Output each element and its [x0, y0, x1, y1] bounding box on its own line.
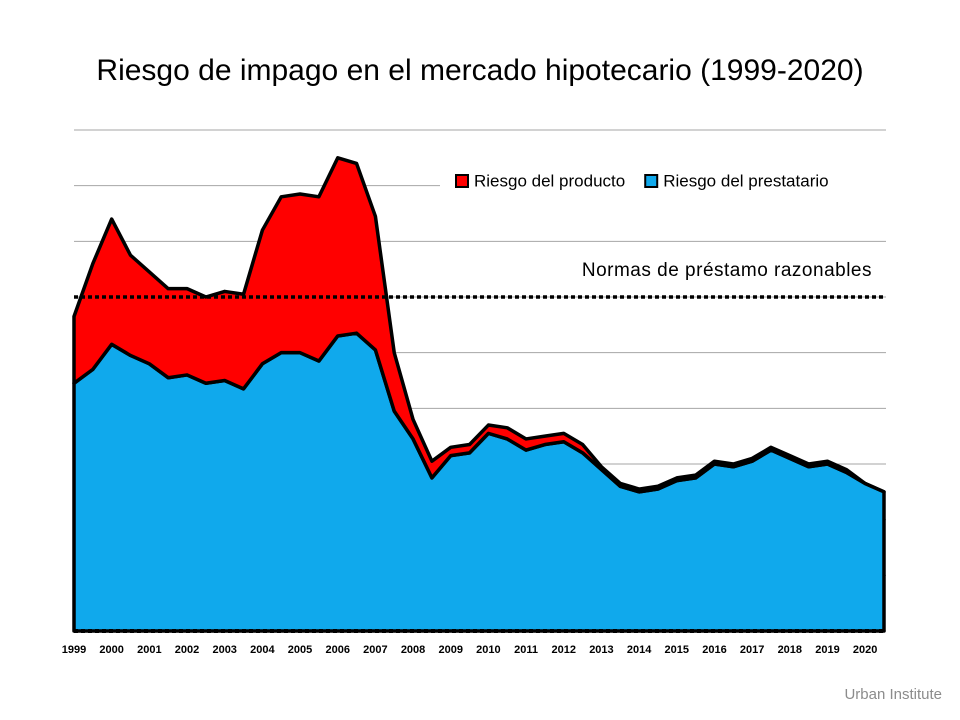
x-tick-label: 2013 — [589, 644, 613, 656]
x-tick-label: 2016 — [702, 644, 726, 656]
x-tick-label: 2015 — [665, 644, 689, 656]
x-tick-label: 2005 — [288, 644, 312, 656]
legend-swatch — [644, 174, 659, 188]
source: Urban Institute — [844, 686, 942, 703]
legend-label: Riesgo del prestatario — [663, 171, 828, 190]
x-tick-label: 2006 — [325, 644, 349, 656]
x-tick-label: 2001 — [137, 644, 161, 656]
reference-label: Normas de préstamo razonables — [582, 260, 872, 281]
legend-swatch — [455, 174, 469, 188]
x-tick-label: 2003 — [212, 644, 236, 656]
legend-label: Riesgo del producto — [474, 171, 625, 190]
x-tick-label: 2007 — [363, 644, 387, 656]
area — [72, 156, 886, 494]
x-tick-label: 2017 — [740, 644, 764, 656]
x-tick-label: 2011 — [514, 644, 538, 656]
x-tick-label: 2004 — [250, 644, 275, 656]
legend-bg — [440, 166, 886, 198]
x-tick-label: 2009 — [439, 644, 463, 656]
x-tick-label: 2018 — [778, 644, 802, 656]
x-tick-label: 2002 — [175, 644, 199, 656]
x-tick-label: 1999 — [62, 644, 86, 656]
x-tick-label: 2012 — [552, 644, 576, 656]
x-tick-label: 2019 — [815, 644, 839, 656]
x-tick-label: 2020 — [853, 644, 877, 656]
x-tick-label: 2010 — [476, 644, 500, 656]
x-tick-label: 2008 — [401, 644, 425, 656]
x-tick-label: 2000 — [99, 644, 123, 656]
x-tick-label: 2014 — [627, 644, 652, 656]
chart-title: Riesgo de impago en el mercado hipotecar… — [96, 54, 863, 87]
